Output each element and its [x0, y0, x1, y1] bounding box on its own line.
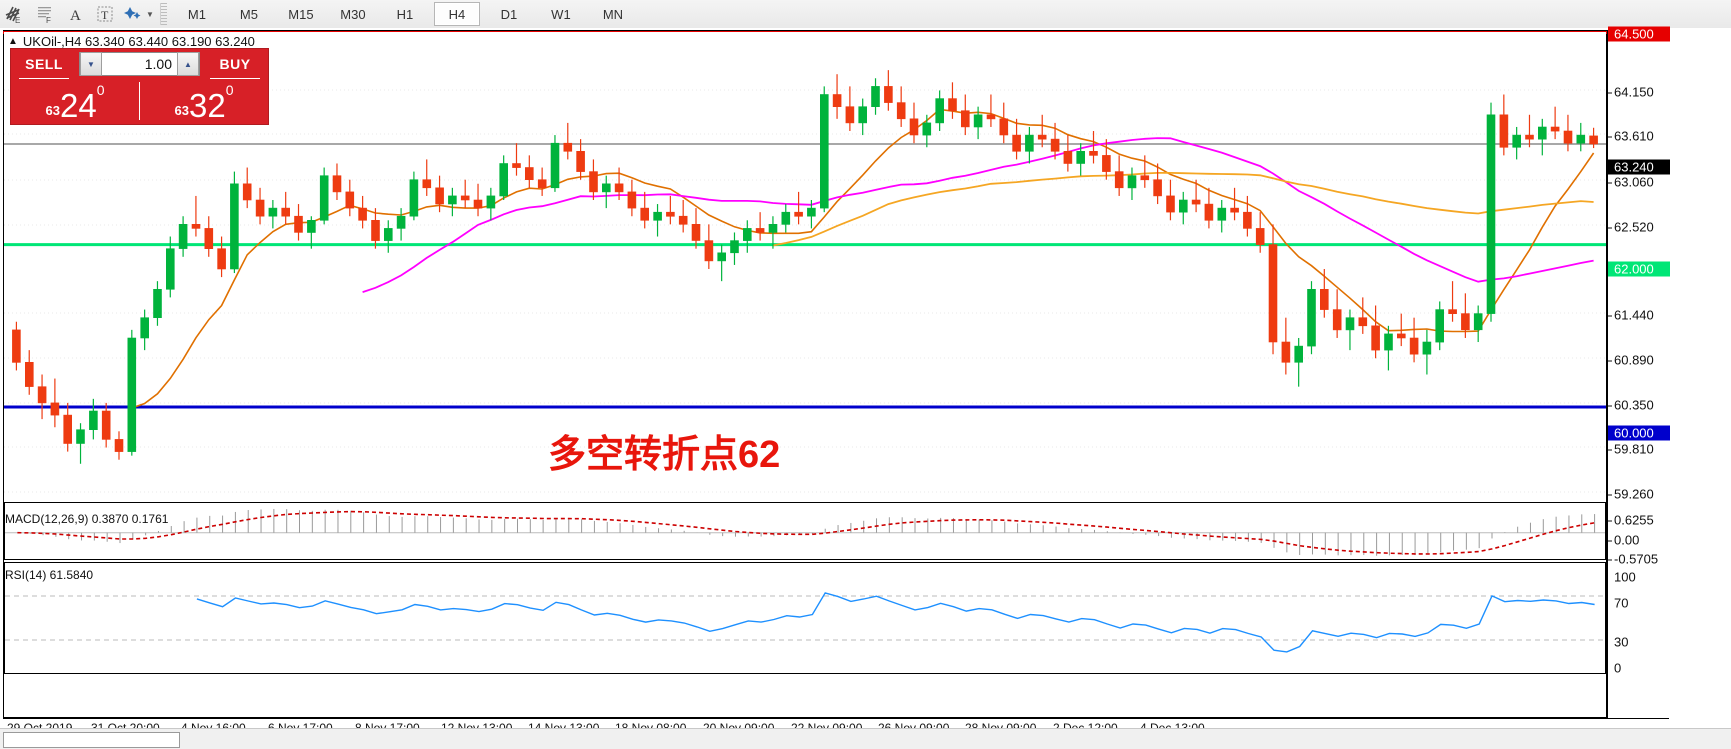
macd-tick: 0.6255 — [1608, 512, 1654, 528]
macd-label: MACD(12,26,9) 0.3870 0.1761 — [5, 512, 169, 526]
rsi-tick: 100 — [1614, 569, 1636, 585]
sell-button[interactable]: SELL — [25, 56, 63, 72]
timeframe-mn[interactable]: MN — [602, 6, 624, 22]
price-tick-60m000: 60.000 — [1608, 425, 1670, 441]
trade-panel-prices: 63 24 0 63 32 0 — [11, 79, 268, 123]
price-tick-60m350: 60.350 — [1608, 397, 1654, 413]
macd-plot — [5, 508, 1605, 556]
chart-annotation-text: 多空转折点62 — [548, 434, 781, 476]
sell-price-prefix: 63 — [45, 103, 60, 118]
volume-stepper[interactable]: ▼ 1.00 ▲ — [79, 52, 200, 76]
svg-text:F: F — [46, 16, 51, 25]
collapse-triangle-icon[interactable]: ▲ — [8, 36, 18, 47]
rsi-tick: 30 — [1614, 634, 1629, 650]
timeframe-m5[interactable]: M5 — [239, 6, 258, 22]
scrollbar-thumb[interactable] — [3, 732, 180, 748]
buy-price[interactable]: 63 32 0 — [140, 79, 268, 123]
main-toolbar: E F A T ▼ M1 M5 M15 M30 H1 H4 D1 W1 — [0, 0, 1731, 29]
volume-decrease-button[interactable]: ▼ — [80, 52, 102, 76]
timeframe-w1[interactable]: W1 — [551, 6, 571, 22]
price-tick-64m500: 64.500 — [1608, 26, 1670, 42]
timeframe-d1[interactable]: D1 — [500, 6, 518, 22]
rsi-tick: 0 — [1614, 660, 1622, 676]
sell-price[interactable]: 63 24 0 — [11, 79, 139, 123]
expert-advisors-icon[interactable]: E — [0, 1, 30, 27]
candlestick-plot — [4, 70, 1606, 493]
price-tick-63m240: 63.240 — [1608, 159, 1670, 175]
price-tick-59m260: 59.260 — [1608, 486, 1654, 502]
sell-price-main: 24 — [59, 87, 97, 124]
rsi-tick: 70 — [1614, 595, 1629, 611]
timeframe-m30[interactable]: M30 — [340, 6, 366, 22]
one-click-trading-panel[interactable]: SELL ▼ 1.00 ▲ BUY 63 24 0 63 32 0 — [10, 48, 269, 125]
rsi-plot — [5, 592, 1605, 653]
price-tick-60m890: 60.890 — [1608, 352, 1654, 368]
svg-text:E: E — [15, 16, 20, 25]
timeframe-h1[interactable]: H1 — [396, 6, 414, 22]
objects-icon[interactable] — [120, 1, 150, 27]
chart-border — [3, 30, 1607, 718]
trade-panel-divider — [139, 82, 140, 120]
volume-input[interactable]: 1.00 — [144, 56, 172, 72]
price-tick-62m000: 62.000 — [1608, 261, 1670, 277]
toolbar-separator — [159, 3, 167, 25]
price-tick-63m610: 63.610 — [1608, 128, 1654, 144]
price-tick-59m810: 59.810 — [1608, 441, 1654, 457]
sell-price-suffix: 0 — [96, 82, 105, 98]
price-tick-61m440: 61.440 — [1608, 307, 1654, 323]
price-tick-62m520: 62.520 — [1608, 219, 1654, 235]
price-tick-63m060: 63.060 — [1608, 174, 1654, 190]
svg-text:A: A — [70, 8, 81, 24]
buy-price-prefix: 63 — [174, 103, 189, 118]
buy-button[interactable]: BUY — [219, 56, 251, 72]
text-label-icon[interactable]: A — [60, 1, 90, 27]
rsi-label: RSI(14) 61.5840 — [5, 568, 94, 582]
macd-tick: 0.00 — [1607, 532, 1640, 548]
svg-text:T: T — [101, 8, 109, 22]
price-axis[interactable]: 64.500 64.150 63.610 63.240 63.060 62.520 62.0… — [1607, 26, 1670, 718]
text-box-icon[interactable]: T — [90, 1, 120, 27]
volume-increase-button[interactable]: ▲ — [177, 52, 199, 76]
chart-area[interactable]: ▲ UKOil-,H4 63.340 63.440 63.190 63.240 … — [0, 26, 1731, 735]
macd-pane[interactable] — [4, 502, 1606, 560]
price-tick-64m150: 64.150 — [1608, 84, 1654, 100]
indicator-grid-icon[interactable]: F — [30, 1, 60, 27]
sell-underline — [19, 78, 69, 79]
symbol-header: ▲ UKOil-,H4 63.340 63.440 63.190 63.240 — [8, 34, 255, 49]
buy-underline — [210, 78, 260, 79]
buy-price-suffix: 0 — [225, 82, 234, 98]
trade-panel-header: SELL ▼ 1.00 ▲ BUY — [11, 49, 268, 79]
macd-tick: -0.5705 — [1607, 551, 1659, 567]
horizontal-scrollbar[interactable] — [0, 728, 1731, 749]
timeframe-h4[interactable]: H4 — [433, 2, 480, 26]
price-pane[interactable] — [4, 32, 1606, 493]
symbol-quote-text: UKOil-,H4 63.340 63.440 63.190 63.240 — [22, 34, 255, 49]
buy-price-main: 32 — [188, 87, 226, 124]
timeframe-m15[interactable]: M15 — [288, 6, 314, 22]
rsi-pane[interactable] — [4, 562, 1606, 674]
timeframe-m1[interactable]: M1 — [187, 6, 206, 22]
objects-dropdown-caret[interactable]: ▼ — [146, 9, 154, 19]
